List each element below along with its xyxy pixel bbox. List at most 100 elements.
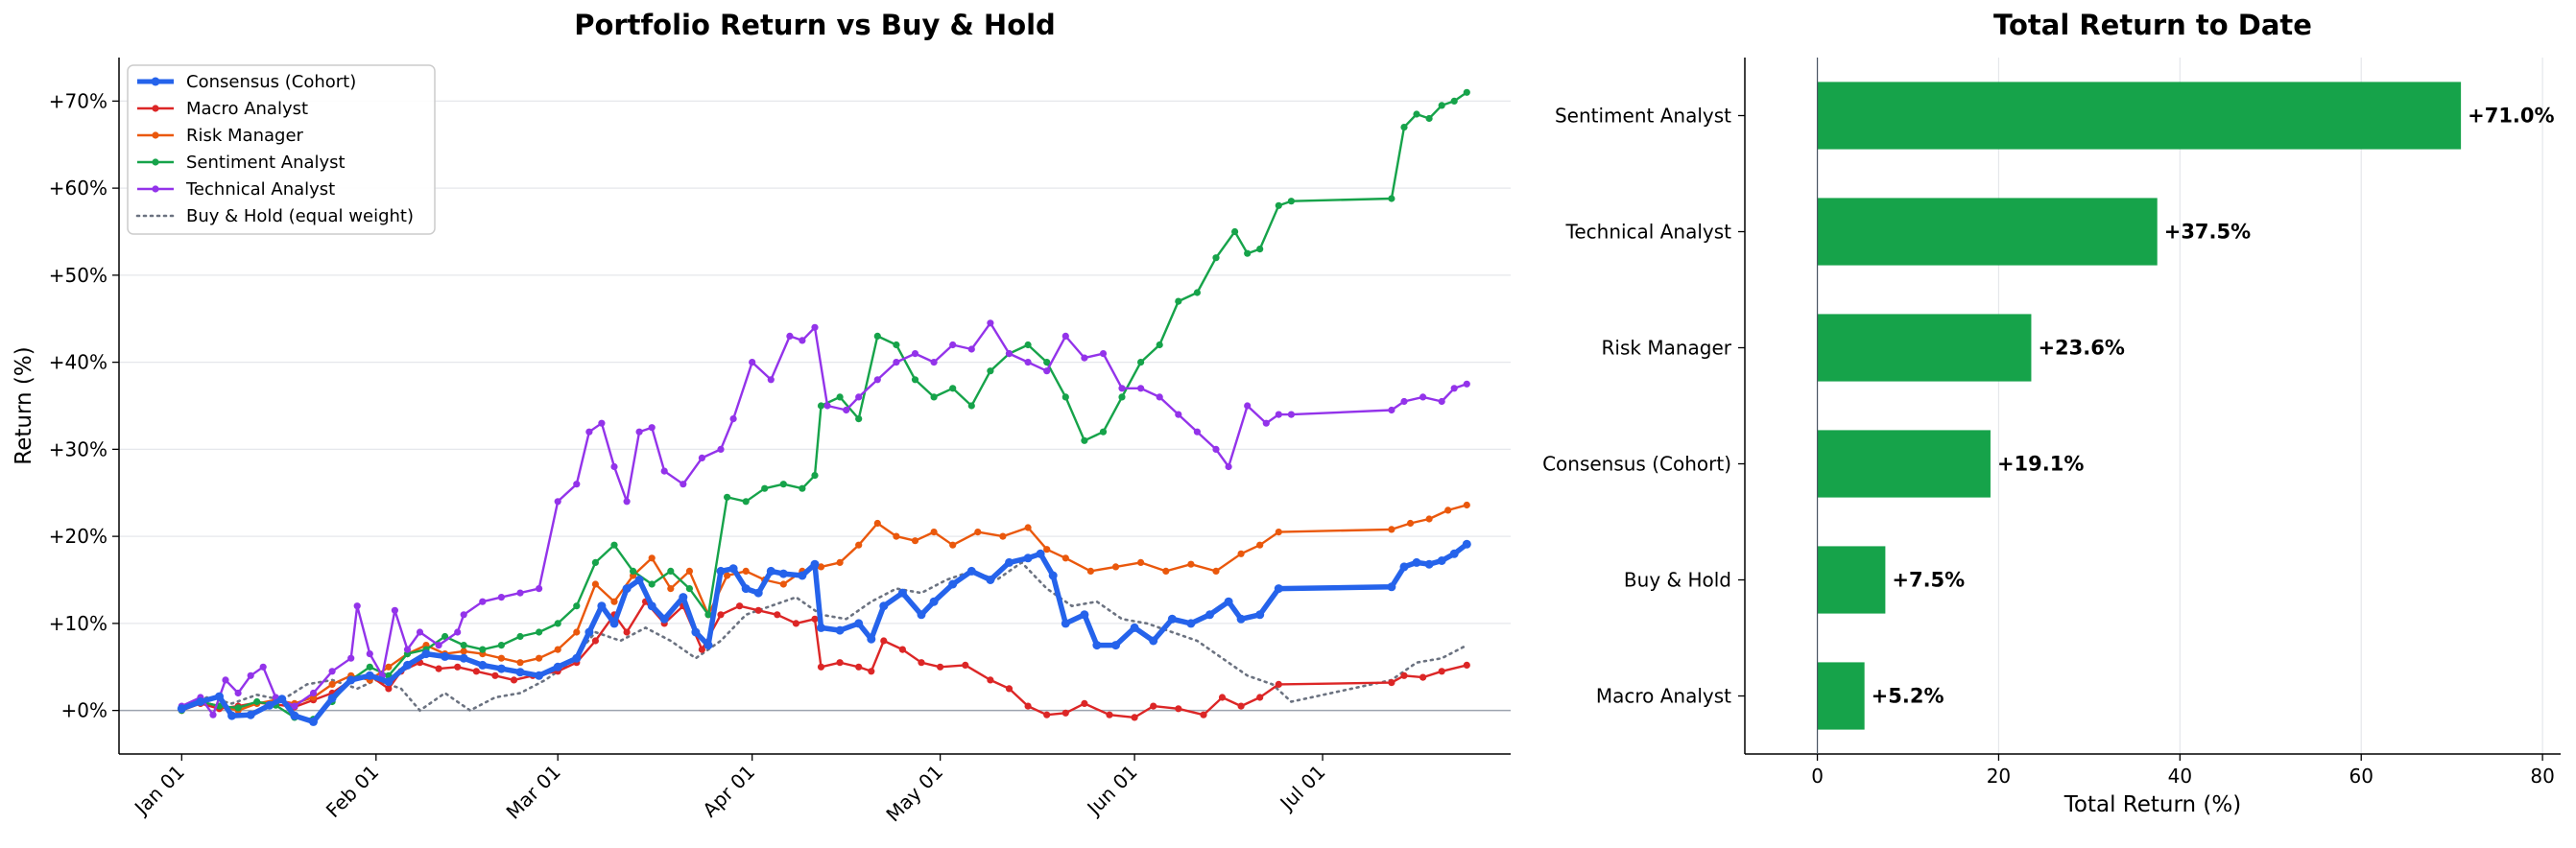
data-point xyxy=(1406,519,1415,528)
data-point xyxy=(1024,702,1032,710)
data-point xyxy=(792,620,800,627)
data-point xyxy=(623,628,631,636)
bar-macro-analyst xyxy=(1817,662,1865,730)
data-point xyxy=(1061,393,1069,401)
data-point xyxy=(1387,582,1396,592)
data-point xyxy=(1167,614,1177,624)
data-point xyxy=(259,663,267,671)
data-point xyxy=(648,424,656,432)
data-point xyxy=(873,519,881,528)
data-point xyxy=(948,579,958,589)
data-point xyxy=(391,606,398,614)
legend-label: Buy & Hold (equal weight) xyxy=(186,206,414,226)
data-point xyxy=(667,585,675,593)
data-point xyxy=(836,558,844,567)
y-tick-label: +50% xyxy=(49,264,107,287)
bar-chart: Total Return to Date +71.0%+37.5%+23.6%+… xyxy=(1542,9,2561,817)
data-point xyxy=(472,668,480,675)
data-point xyxy=(610,462,618,471)
data-point xyxy=(855,541,863,549)
bar-value-label: +23.6% xyxy=(2038,337,2124,360)
legend-label: Sentiment Analyst xyxy=(186,153,346,173)
data-point xyxy=(648,580,656,588)
data-point xyxy=(460,648,467,655)
data-point xyxy=(811,615,819,623)
x-tick-label: 80 xyxy=(2530,765,2554,788)
data-point xyxy=(1224,597,1233,606)
data-point xyxy=(573,602,581,610)
data-point xyxy=(717,445,725,453)
data-point xyxy=(454,628,462,636)
data-point xyxy=(1388,526,1395,533)
legend-box xyxy=(127,64,436,235)
data-point xyxy=(1162,567,1170,576)
data-point xyxy=(1237,550,1245,557)
data-point xyxy=(1463,88,1470,96)
data-point xyxy=(1275,411,1282,418)
data-point xyxy=(554,620,561,627)
data-point xyxy=(1412,557,1421,567)
bar-consensus-cohort xyxy=(1817,430,1991,498)
data-point xyxy=(704,641,713,650)
data-point xyxy=(1186,619,1196,628)
legend-marker xyxy=(152,185,159,193)
data-point xyxy=(384,677,394,687)
data-point xyxy=(497,594,506,601)
data-point xyxy=(930,359,938,366)
data-point xyxy=(609,619,619,628)
data-point xyxy=(835,625,845,635)
data-point xyxy=(817,663,825,671)
data-point xyxy=(1118,385,1126,392)
data-point xyxy=(290,711,299,720)
data-point xyxy=(855,663,863,671)
data-point xyxy=(1099,428,1108,436)
data-point xyxy=(622,584,632,594)
data-point xyxy=(385,685,393,693)
data-point xyxy=(1400,124,1408,131)
legend-item-consensus-cohort: Consensus (Cohort) xyxy=(137,72,356,92)
data-point xyxy=(277,695,287,704)
data-point xyxy=(742,567,750,576)
data-point xyxy=(366,663,373,671)
legend-label: Consensus (Cohort) xyxy=(186,72,356,92)
legend-marker xyxy=(151,77,160,86)
data-point xyxy=(728,564,738,574)
data-point xyxy=(421,649,431,659)
data-point xyxy=(1424,559,1434,569)
data-point xyxy=(222,676,229,684)
bar-value-label: +7.5% xyxy=(1892,569,1965,592)
data-point xyxy=(1225,462,1232,471)
data-point xyxy=(1444,506,1452,514)
data-point xyxy=(679,593,688,602)
data-point xyxy=(966,566,976,576)
data-point xyxy=(265,700,274,710)
data-point xyxy=(897,588,907,598)
data-point xyxy=(478,660,488,670)
data-point xyxy=(817,623,825,632)
data-point xyxy=(911,376,919,384)
data-point xyxy=(584,627,594,637)
bar-chart-x-axis-label: Total Return (%) xyxy=(2063,792,2241,817)
data-point xyxy=(1137,359,1145,366)
data-point xyxy=(810,559,820,569)
legend-item-sentiment-analyst: Sentiment Analyst xyxy=(137,153,346,173)
data-point xyxy=(1092,641,1102,650)
data-point xyxy=(1086,567,1094,576)
data-point xyxy=(717,611,725,619)
data-point xyxy=(799,337,806,344)
data-point xyxy=(1187,560,1195,568)
data-point xyxy=(836,659,844,667)
data-point xyxy=(516,589,524,597)
data-point xyxy=(1106,711,1113,718)
data-point xyxy=(1212,445,1220,453)
data-point xyxy=(1043,546,1051,554)
data-point xyxy=(817,563,825,571)
data-point xyxy=(1274,584,1283,594)
data-point xyxy=(177,704,186,714)
data-point xyxy=(1111,641,1120,650)
data-point xyxy=(855,393,863,401)
data-point xyxy=(460,642,467,649)
data-point xyxy=(761,484,769,492)
data-point xyxy=(667,567,675,576)
data-point xyxy=(1175,411,1182,418)
